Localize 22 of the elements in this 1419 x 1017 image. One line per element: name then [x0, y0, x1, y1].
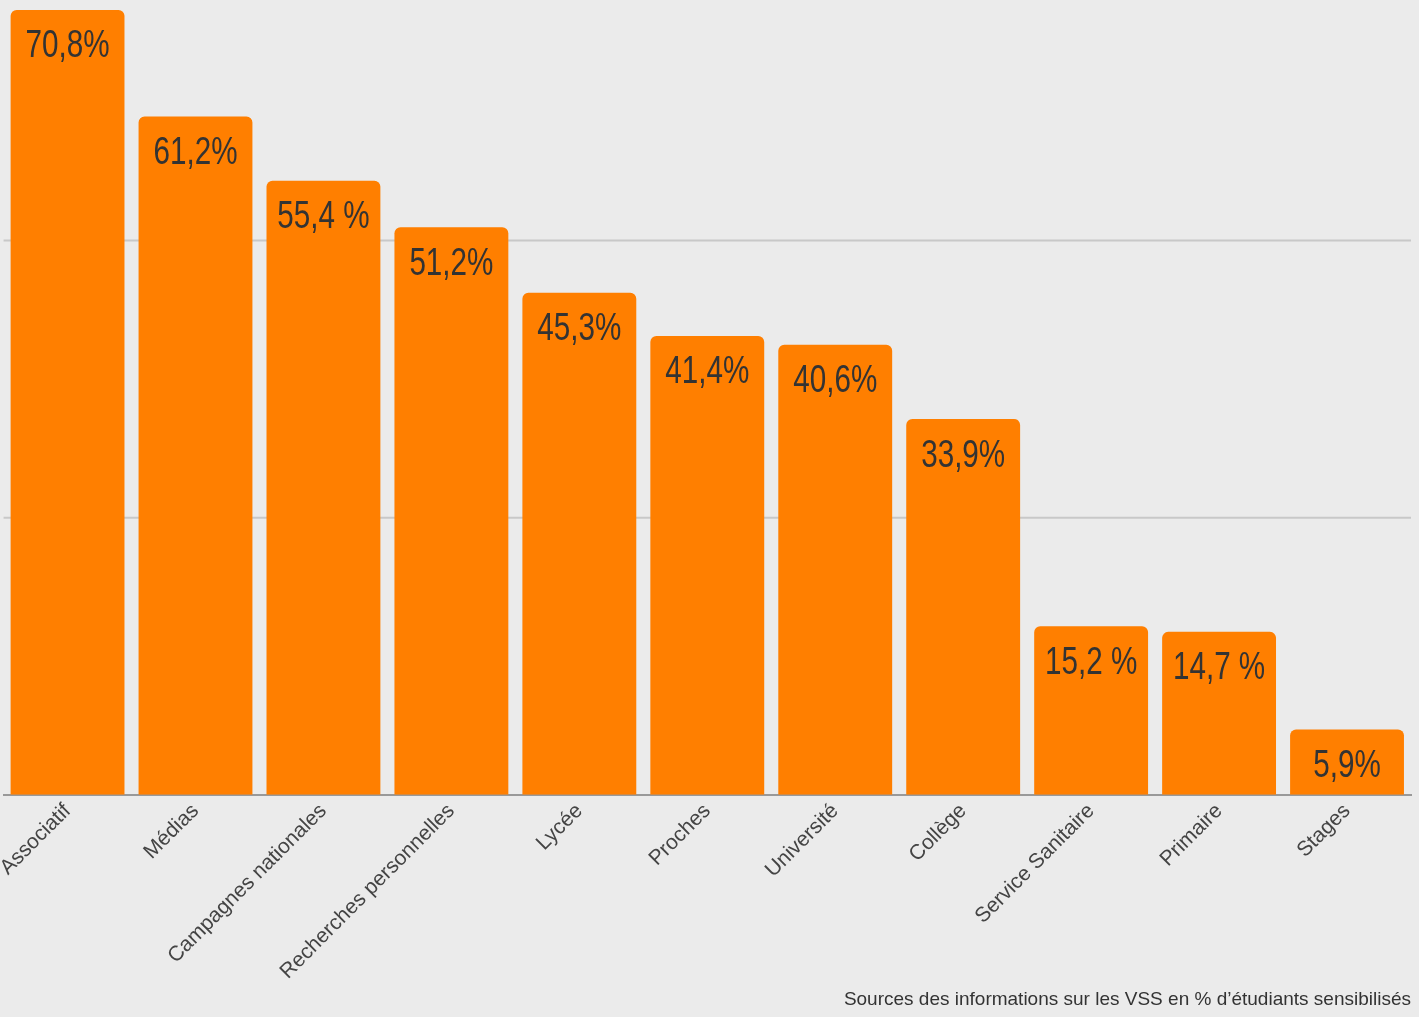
bar — [906, 419, 1021, 795]
data-label: 40,6% — [793, 357, 878, 401]
bar — [778, 344, 893, 795]
data-label: 51,2% — [409, 240, 494, 283]
data-label: 33,9% — [921, 431, 1006, 475]
data-label: 70,8% — [25, 22, 110, 66]
data-label: 5,9% — [1313, 742, 1381, 785]
bar — [394, 227, 509, 795]
data-label: 41,4% — [665, 348, 750, 392]
data-label: 61,2% — [153, 129, 238, 172]
bar — [650, 335, 765, 795]
bar — [10, 10, 125, 795]
bar — [138, 116, 253, 795]
text: Sources des informations sur les VSS en % d’étudiants sensibilisés — [843, 987, 1411, 1009]
data-label: 45,3% — [537, 305, 622, 348]
data-label: 55,4 % — [277, 193, 370, 236]
bar — [1034, 626, 1149, 795]
bar — [522, 292, 637, 795]
data-label: 14,7 % — [1172, 644, 1266, 688]
bar — [266, 180, 381, 795]
bar — [1162, 631, 1277, 795]
data-label: 15,2 % — [1045, 639, 1138, 682]
